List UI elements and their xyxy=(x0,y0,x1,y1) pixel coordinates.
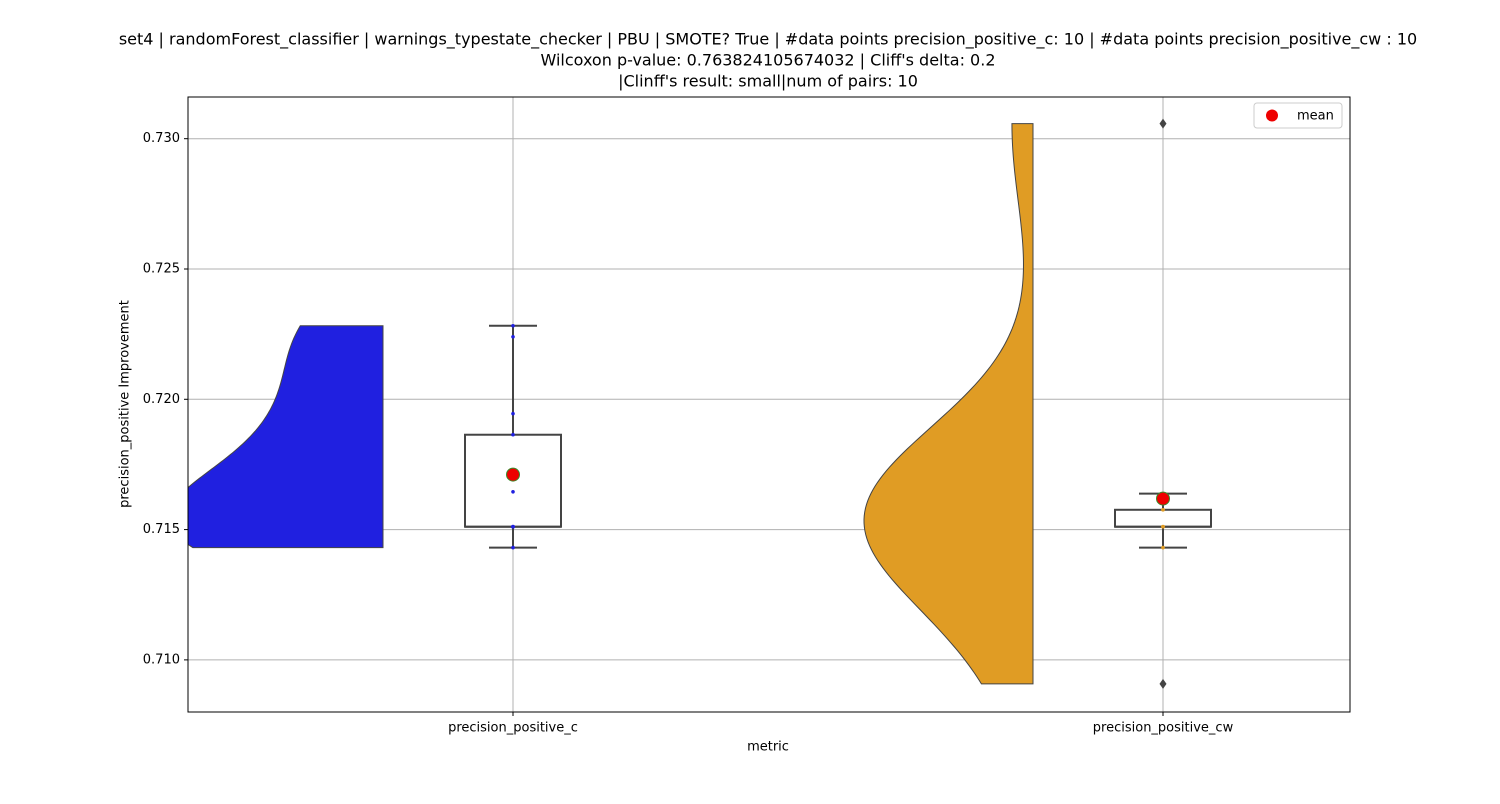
data-point xyxy=(511,334,515,339)
data-point xyxy=(511,432,515,437)
mean-marker xyxy=(1156,491,1170,506)
y-tick-label: 0.710 xyxy=(143,652,180,667)
chart-subtitle: Wilcoxon p-value: 0.763824105674032 | Cl… xyxy=(541,51,996,70)
legend-label: mean xyxy=(1297,109,1334,124)
mean-marker xyxy=(506,467,520,482)
y-tick-label: 0.715 xyxy=(143,522,180,537)
data-point xyxy=(511,524,515,529)
data-point xyxy=(1161,507,1165,512)
data-point xyxy=(1161,545,1165,550)
x-tick-label: precision_positive_c xyxy=(448,721,578,736)
chart-subtitle: |Clinff's result: small|num of pairs: 10 xyxy=(618,72,918,91)
legend-marker xyxy=(1266,109,1278,122)
x-axis-label: metric xyxy=(747,740,789,755)
chart-title: set4 | randomForest_classifier | warning… xyxy=(119,30,1417,50)
outlier xyxy=(1159,118,1167,129)
violin xyxy=(188,325,384,549)
plot-area: 0.710 0.715 0.720 0.725 0.730 precision_posit… xyxy=(143,96,1351,736)
outlier xyxy=(1159,678,1167,689)
plot-frame xyxy=(187,96,1351,713)
y-tick-label: 0.720 xyxy=(143,392,180,407)
y-tick-label: 0.730 xyxy=(143,131,180,146)
violin xyxy=(863,123,1034,685)
data-point xyxy=(511,545,515,550)
data-point xyxy=(511,489,515,494)
data-point xyxy=(511,411,515,416)
legend-box xyxy=(1253,102,1343,129)
box xyxy=(1114,508,1212,528)
data-point xyxy=(511,324,515,328)
data-point xyxy=(1161,524,1165,529)
y-tick-label: 0.725 xyxy=(143,261,180,276)
y-axis-label: precision_positive Improvement xyxy=(118,300,133,508)
x-tick-label: precision_positive_cw xyxy=(1093,721,1234,736)
